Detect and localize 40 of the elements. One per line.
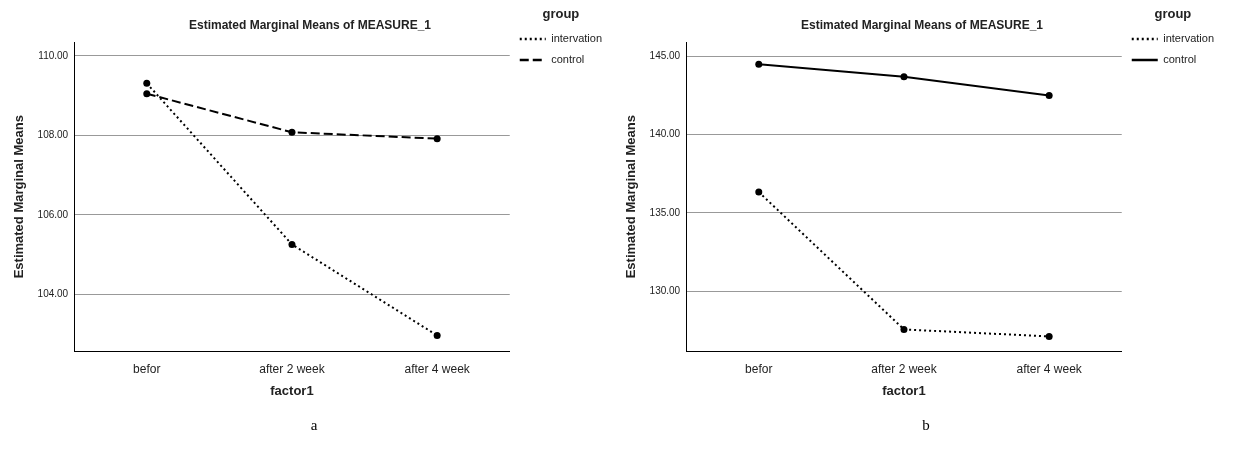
y-tick-label: 108.00 <box>37 129 69 141</box>
y-axis-title: Estimated Marginal Means <box>11 115 27 279</box>
chart-title: Estimated Marginal Means of MEASURE_1 <box>800 17 1044 32</box>
text: b <box>921 417 931 434</box>
point <box>900 325 908 333</box>
x-axis-title: factor1 <box>882 382 926 398</box>
point <box>143 90 151 98</box>
point <box>433 135 441 143</box>
y-axis-title: Estimated Marginal Means <box>623 115 639 279</box>
point <box>1045 92 1053 100</box>
y-tick-label: 106.00 <box>37 208 69 220</box>
text: a <box>309 417 319 434</box>
legend-title: group <box>542 6 580 22</box>
y-tick-label: 145.00 <box>649 50 681 62</box>
x-tick-label: after 2 week <box>259 361 326 376</box>
point <box>900 73 908 81</box>
x-tick-label: after 4 week <box>1016 361 1083 376</box>
legend-label: intervation <box>551 32 603 45</box>
point <box>288 240 296 248</box>
x-tick-label: befor <box>133 361 161 376</box>
y-tick-label: 104.00 <box>37 288 69 300</box>
point <box>143 79 151 87</box>
x-tick-label: after 2 week <box>871 361 938 376</box>
x-axis-title: factor1 <box>270 382 314 398</box>
point <box>755 60 763 68</box>
legend-label: control <box>551 53 585 66</box>
y-tick-label: 130.00 <box>649 284 681 296</box>
point <box>433 331 441 339</box>
legend-label: intervation <box>1163 32 1215 45</box>
x-tick-label: after 4 week <box>404 361 471 376</box>
y-tick-label: 110.00 <box>38 49 69 61</box>
point <box>288 128 296 136</box>
legend-title: group <box>1154 6 1192 22</box>
y-tick-label: 135.00 <box>649 206 681 218</box>
point <box>1045 332 1053 340</box>
x-tick-label: befor <box>745 361 773 376</box>
legend-label: control <box>1163 53 1197 66</box>
chart-title: Estimated Marginal Means of MEASURE_1 <box>188 17 432 32</box>
y-tick-label: 140.00 <box>649 128 681 140</box>
point <box>755 188 763 196</box>
